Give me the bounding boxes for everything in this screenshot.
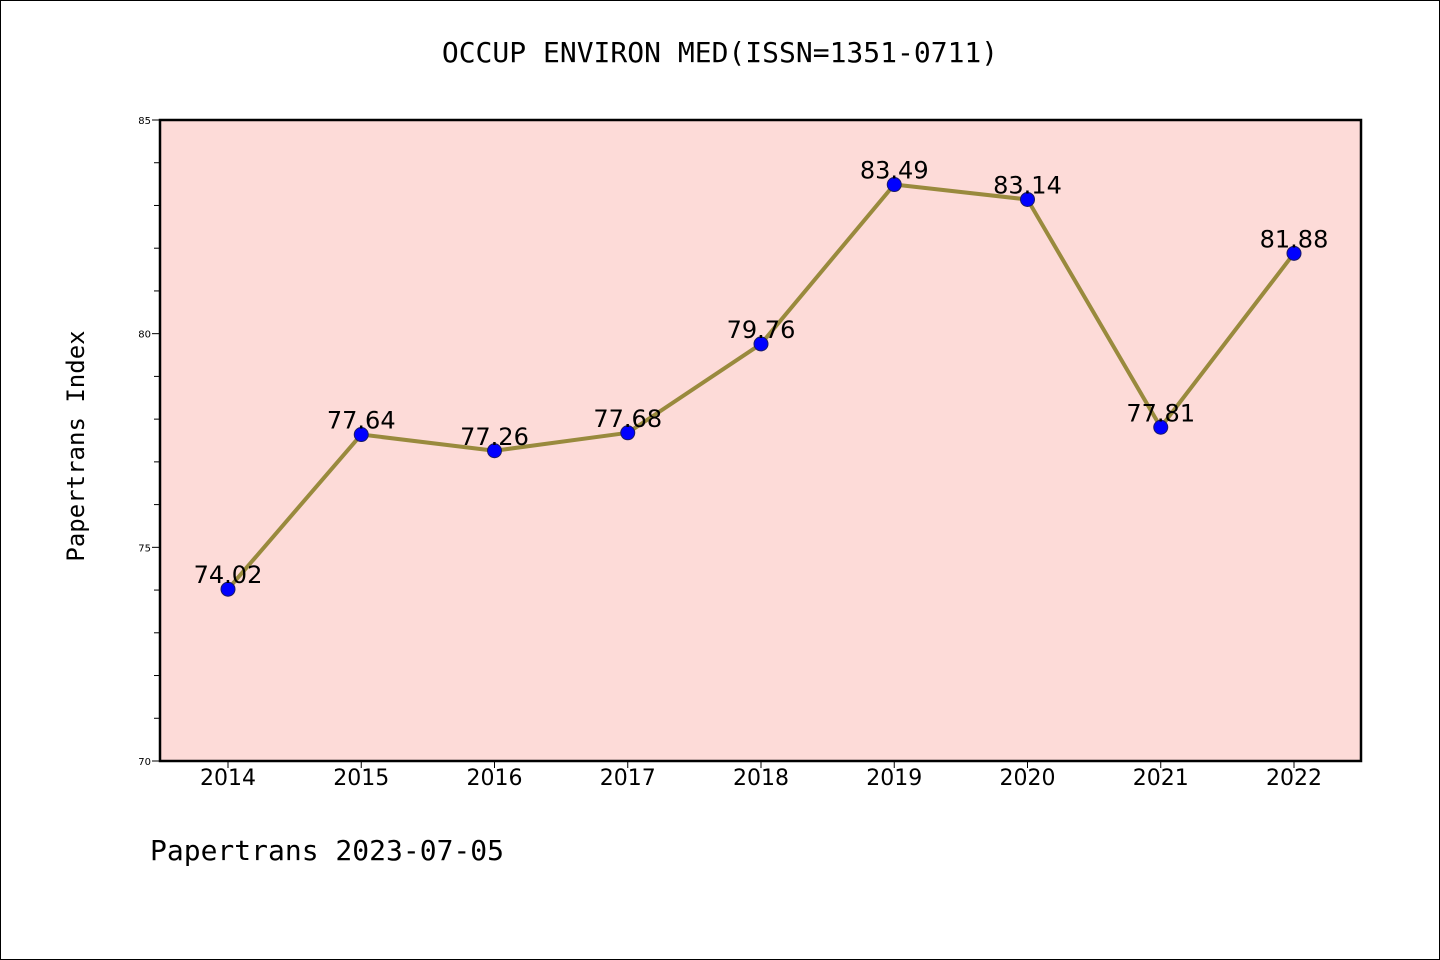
data-label: 74.02 xyxy=(194,561,263,589)
x-tick-label: 2016 xyxy=(467,766,523,791)
data-point xyxy=(220,581,236,597)
data-label: 77.64 xyxy=(327,407,396,435)
data-labels: 74.02 77.64 77.26 77.68 79.76 83.49 83.14 77.81… xyxy=(194,157,1329,590)
data-point xyxy=(1153,419,1169,435)
data-point xyxy=(620,425,636,441)
data-point xyxy=(753,336,769,352)
data-label: 81.88 xyxy=(1260,225,1329,253)
data-markers xyxy=(220,177,1302,597)
data-point xyxy=(1286,245,1302,261)
data-point xyxy=(353,427,369,443)
data-label: 77.81 xyxy=(1126,399,1195,427)
plot-border xyxy=(158,118,1363,763)
y-tick-label: 85 xyxy=(138,116,151,127)
data-point xyxy=(487,443,502,459)
x-tick-label: 2018 xyxy=(733,766,789,791)
y-tick-label: 75 xyxy=(138,543,151,554)
data-label: 77.68 xyxy=(593,405,662,433)
data-label: 79.76 xyxy=(727,316,796,344)
data-label: 83.49 xyxy=(860,157,929,185)
data-label: 83.14 xyxy=(993,171,1062,199)
x-tick-label: 2015 xyxy=(333,766,389,791)
data-point xyxy=(1020,191,1035,207)
x-tick-label: 2022 xyxy=(1266,766,1322,791)
x-tick-label: 2014 xyxy=(200,766,256,791)
x-tick-label: 2019 xyxy=(866,766,922,791)
data-point xyxy=(886,177,902,193)
plot-area xyxy=(160,120,1361,761)
footer-note: Papertrans 2023-07-05 xyxy=(150,834,505,867)
x-tick-label: 2020 xyxy=(1000,766,1056,791)
y-axis-ticks: 70 75 80 85 xyxy=(138,116,160,768)
chart-title: OCCUP ENVIRON MED(ISSN=1351-0711) xyxy=(441,36,999,69)
data-label: 77.26 xyxy=(460,423,529,451)
x-axis-ticks: 2014 2015 2016 2017 2018 2019 2020 2021 2022 xyxy=(200,761,1322,791)
x-tick-label: 2017 xyxy=(600,766,656,791)
x-tick-label: 2021 xyxy=(1133,766,1189,791)
y-tick-label: 80 xyxy=(138,330,151,341)
y-tick-label: 70 xyxy=(138,757,151,768)
